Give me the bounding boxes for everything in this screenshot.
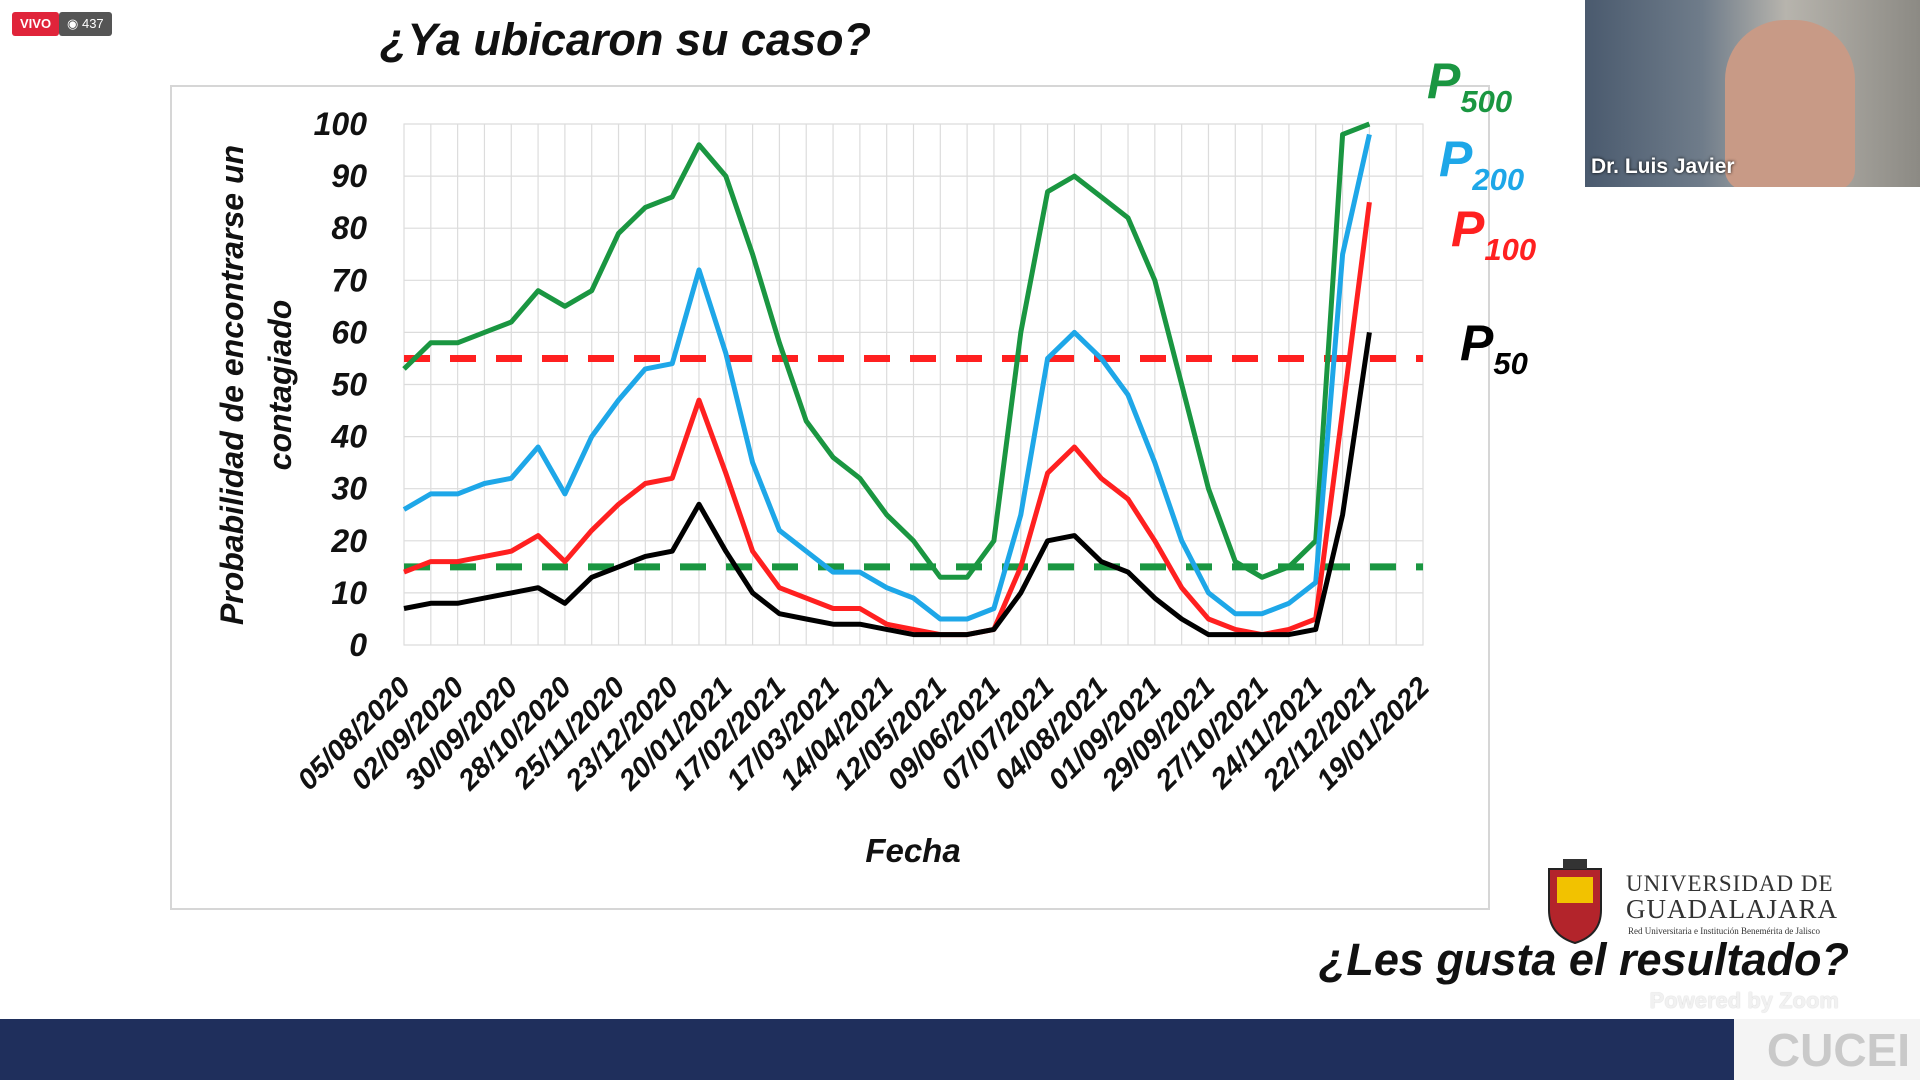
slide-title: ¿Ya ubicaron su caso? (380, 14, 871, 65)
participant-video[interactable]: Dr. Luis Javier (1585, 0, 1920, 187)
series-line (403, 332, 1372, 638)
participant-name: Dr. Luis Javier (1591, 155, 1735, 178)
zoom-watermark: Powered by Zoom (1649, 988, 1839, 1013)
legend-label: P200 (1439, 131, 1524, 197)
y-tick-label: 60 (331, 314, 367, 350)
legend-subscript: 50 (1493, 346, 1527, 381)
y-tick-label: 30 (331, 471, 367, 507)
y-axis-label: Probabilidad de encontrarse un (214, 145, 250, 625)
y-tick-label: 0 (349, 627, 367, 663)
live-badge: VIVO (12, 12, 60, 36)
legend-subscript: 200 (1471, 162, 1524, 197)
participant-figure (1725, 20, 1855, 187)
y-tick-label: 50 (331, 367, 367, 403)
legend-letter: P (1427, 53, 1461, 109)
y-tick-label: 90 (331, 158, 367, 194)
legend-label: P50 (1460, 315, 1528, 381)
series-line (402, 121, 1371, 580)
footer-bar (0, 1019, 1734, 1080)
y-tick-label: 20 (330, 523, 367, 559)
y-tick-label: 70 (331, 262, 367, 298)
legend-subscript: 500 (1460, 84, 1512, 119)
series-line (402, 133, 1372, 622)
viewer-count-text: 437 (81, 16, 104, 31)
slide-question: ¿Les gusta el resultado? (1318, 934, 1849, 985)
viewer-count: ◉ 437 (59, 12, 112, 36)
y-tick-label: 100 (314, 106, 368, 142)
legend-label: P500 (1427, 53, 1512, 119)
x-axis-label: Fecha (865, 832, 960, 869)
y-axis-label: contagiado (262, 300, 298, 471)
udg-shield (1548, 859, 1602, 945)
footer-brand: CUCEI (1766, 1024, 1910, 1076)
y-tick-label: 80 (331, 210, 367, 246)
logo-text: GUADALAJARA (1626, 894, 1838, 924)
y-tick-label: 10 (331, 575, 367, 611)
footer-brand-box: CUCEI (1734, 1019, 1920, 1080)
legend-letter: P (1451, 201, 1485, 257)
legend-letter: P (1460, 315, 1494, 371)
logo-subtext: Red Universitaria e Institución Beneméri… (1628, 926, 1820, 936)
logo-text: UNIVERSIDAD DE (1626, 871, 1834, 896)
y-tick-label: 40 (330, 419, 367, 455)
legend-label: P100 (1451, 201, 1536, 267)
legend-letter: P (1439, 131, 1473, 187)
series-line (403, 201, 1372, 638)
legend-subscript: 100 (1484, 232, 1536, 267)
